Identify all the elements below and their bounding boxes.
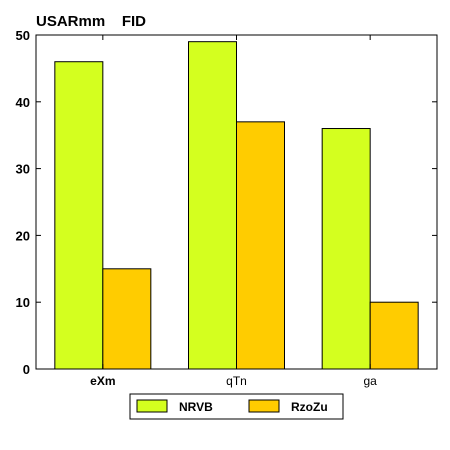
- y-tick-label: 50: [16, 28, 30, 43]
- legend-label: NRVB: [179, 400, 213, 414]
- legend-swatch: [248, 399, 280, 413]
- bar-RzoZu-eXm: [102, 268, 152, 370]
- x-tick-label: ga: [363, 374, 377, 388]
- x-tick-label: qTn: [226, 374, 247, 388]
- legend-label: RzoZu: [291, 400, 328, 414]
- y-tick-label: 40: [16, 95, 30, 110]
- axis-ticks: [36, 34, 437, 370]
- bar-NRVB-eXm: [54, 61, 104, 370]
- axis-tick-labels: 0 10 20 30 40 50 eXm qTn ga: [16, 28, 378, 388]
- bar-NRVB-qTn: [188, 41, 237, 370]
- y-tick-label: 10: [16, 295, 30, 310]
- legend-swatch: [136, 399, 168, 413]
- x-tick-label: eXm: [90, 374, 115, 388]
- bar-RzoZu-qTn: [236, 121, 285, 370]
- legend: NRVB RzoZu: [129, 393, 344, 420]
- bar-NRVB-ga: [321, 128, 371, 370]
- y-tick-label: 0: [23, 362, 30, 377]
- bar-RzoZu-ga: [369, 301, 419, 370]
- y-tick-label: 20: [16, 228, 30, 243]
- bars-group: [54, 41, 419, 370]
- y-tick-label: 30: [16, 162, 30, 177]
- chart-title: USARmm FID: [36, 13, 146, 30]
